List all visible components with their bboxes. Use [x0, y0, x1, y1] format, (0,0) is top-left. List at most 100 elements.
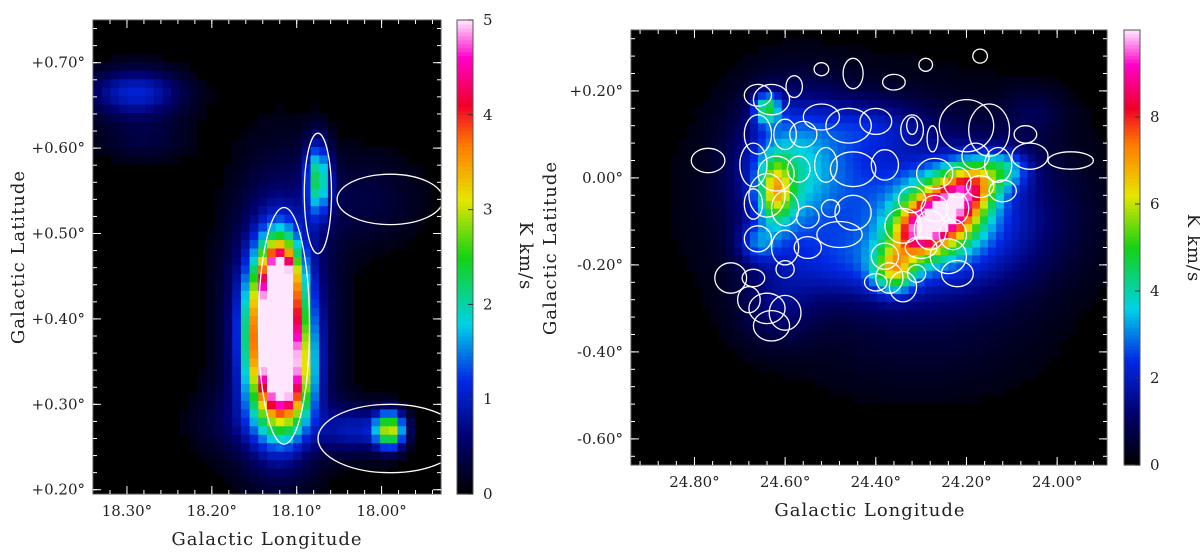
heatmap-cell	[710, 224, 719, 233]
heatmap-cell	[258, 299, 268, 309]
heatmap-cell	[1003, 379, 1013, 388]
heatmap-cell	[694, 263, 703, 272]
heatmap-cell	[813, 247, 822, 256]
heatmap-cell	[765, 76, 775, 85]
heatmap-cell	[1019, 107, 1029, 117]
heatmap-cell	[781, 255, 791, 264]
heatmap-cell	[972, 208, 981, 218]
heatmap-cell	[240, 468, 251, 478]
heatmap-cell	[773, 193, 783, 202]
heatmap-cell	[319, 417, 329, 427]
heatmap-cell	[853, 278, 862, 287]
heatmap-cell	[153, 138, 164, 148]
heatmap-cell	[301, 468, 312, 478]
heatmap-cell	[1091, 270, 1100, 280]
heatmap-cell	[319, 282, 329, 292]
heatmap-cell	[797, 255, 807, 264]
heatmap-cell	[249, 214, 259, 224]
heatmap-cell	[869, 255, 878, 264]
heatmap-cell	[908, 317, 918, 326]
heatmap-cell	[1043, 239, 1053, 249]
heatmap-cell	[964, 348, 973, 357]
heatmap-cell	[258, 460, 268, 470]
heatmap-cell	[249, 282, 259, 292]
heatmap-cell	[1075, 146, 1084, 155]
heatmap-cell	[845, 263, 854, 272]
heatmap-cell	[805, 154, 815, 163]
heatmap-cell	[940, 371, 949, 381]
heatmap-cell	[327, 130, 338, 140]
heatmap-cell	[829, 278, 838, 287]
heatmap-cell	[1027, 208, 1037, 218]
heatmap-cell	[1059, 84, 1068, 93]
heatmap-cell	[710, 193, 719, 202]
colorbar-segment	[1124, 396, 1140, 401]
heatmap-cell	[845, 216, 854, 225]
heatmap-cell	[267, 130, 277, 140]
heatmap-cell	[916, 379, 926, 388]
heatmap-cell	[362, 451, 372, 461]
clump-ellipse	[965, 175, 995, 199]
heatmap-cell	[345, 299, 355, 309]
heatmap-cell	[773, 356, 783, 365]
clump-ellipse	[748, 292, 786, 325]
heatmap-cell	[892, 200, 902, 210]
heatmap-cell	[726, 340, 735, 350]
left-colorbar-label: K km/s	[515, 222, 536, 290]
heatmap-cell	[345, 426, 355, 436]
clump-ellipse	[317, 403, 441, 474]
heatmap-cell	[310, 307, 320, 317]
heatmap-cell	[293, 290, 303, 300]
heatmap-cell	[940, 162, 949, 171]
y-tick-label: +0.20°	[32, 481, 85, 499]
heatmap-cell	[734, 130, 743, 140]
heatmap-cell	[750, 162, 759, 171]
heatmap-cell	[837, 239, 846, 249]
heatmap-cell	[861, 301, 870, 311]
heatmap-cell	[757, 130, 767, 140]
heatmap-cell	[765, 68, 775, 78]
heatmap-cell	[765, 325, 775, 334]
heatmap-cell	[861, 286, 870, 295]
heatmap-cell	[948, 177, 957, 186]
heatmap-cell	[908, 294, 918, 303]
heatmap-cell	[908, 348, 918, 357]
heatmap-cell	[805, 177, 815, 186]
heatmap-cell	[1067, 247, 1076, 256]
heatmap-cell	[988, 123, 997, 132]
colorbar-segment	[457, 359, 473, 365]
heatmap-cell	[249, 257, 259, 267]
heatmap-cell	[948, 301, 957, 311]
colorbar-tick-label: 0	[1150, 456, 1160, 474]
heatmap-cell	[853, 395, 862, 404]
heatmap-cell	[916, 371, 926, 381]
colorbar-segment	[1124, 352, 1140, 357]
heatmap-cell	[1011, 239, 1021, 249]
heatmap-cell	[397, 197, 407, 207]
heatmap-cell	[781, 270, 791, 280]
heatmap-cell	[188, 409, 198, 419]
heatmap-cell	[773, 45, 783, 54]
heatmap-cell	[293, 443, 303, 453]
heatmap-cell	[1067, 154, 1076, 163]
heatmap-cell	[726, 193, 735, 202]
heatmap-cell	[773, 162, 783, 171]
heatmap-cell	[249, 155, 259, 165]
colorbar-segment	[1124, 218, 1140, 223]
heatmap-cell	[876, 263, 886, 272]
heatmap-cell	[354, 443, 364, 453]
heatmap-cell	[988, 169, 997, 179]
heatmap-cell	[765, 208, 775, 218]
heatmap-cell	[845, 364, 854, 373]
heatmap-cell	[789, 200, 799, 210]
heatmap-cell	[686, 193, 696, 202]
heatmap-cell	[916, 278, 926, 287]
heatmap-cell	[980, 301, 989, 311]
heatmap-cell	[813, 278, 822, 287]
heatmap-cell	[694, 231, 703, 241]
colorbar-segment	[1124, 334, 1140, 339]
heatmap-cell	[1051, 138, 1060, 148]
heatmap-cell	[293, 426, 303, 436]
heatmap-cell	[845, 387, 854, 396]
heatmap-cell	[829, 332, 838, 342]
